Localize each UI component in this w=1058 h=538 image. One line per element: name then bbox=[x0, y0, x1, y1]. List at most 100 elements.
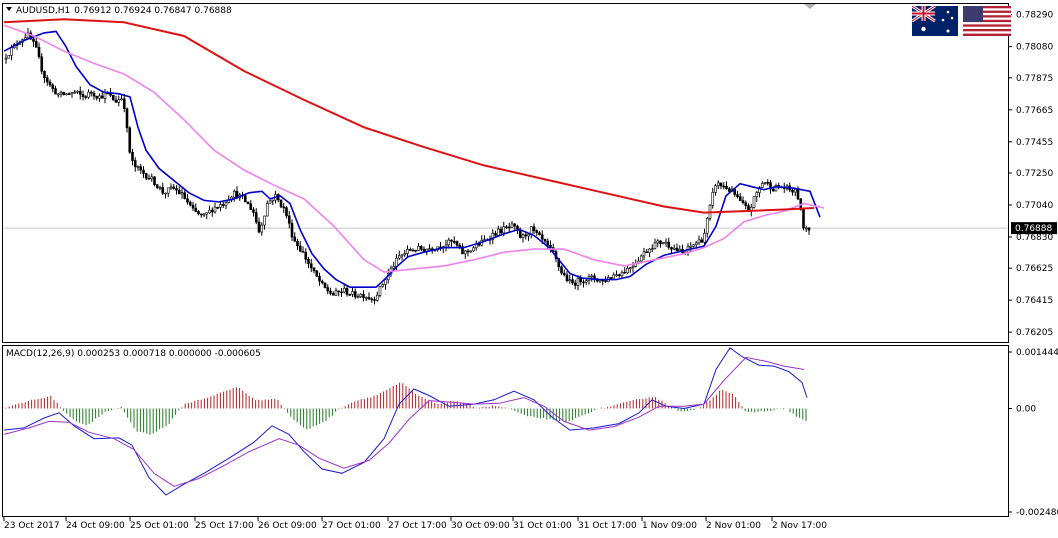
candle bbox=[326, 284, 330, 295]
candle bbox=[524, 231, 528, 240]
signal-line bbox=[3, 356, 805, 487]
candle bbox=[78, 86, 82, 100]
price-axis-label: 0.76830 bbox=[1016, 233, 1053, 243]
candle bbox=[466, 248, 470, 257]
candle bbox=[692, 244, 695, 248]
candle bbox=[70, 92, 74, 98]
price-axis-label: 0.77040 bbox=[1016, 201, 1053, 211]
candle bbox=[560, 265, 563, 275]
candle bbox=[301, 246, 305, 253]
current-price-label: 0.76888 bbox=[1015, 224, 1052, 234]
candle bbox=[650, 244, 654, 253]
candle bbox=[494, 230, 497, 237]
candle bbox=[95, 95, 99, 101]
candle bbox=[304, 248, 308, 264]
price-chart-title: AUDUSD,H1 0.76912 0.76924 0.76847 0.76888 bbox=[16, 6, 232, 16]
candle bbox=[645, 248, 649, 254]
candle bbox=[285, 205, 288, 219]
currency-flags bbox=[912, 6, 1011, 36]
candle bbox=[667, 237, 671, 250]
candle bbox=[381, 283, 385, 288]
candle bbox=[689, 242, 693, 252]
candle bbox=[337, 290, 341, 297]
candle bbox=[403, 249, 407, 257]
candle bbox=[125, 107, 129, 133]
candle bbox=[697, 235, 701, 246]
candle bbox=[120, 95, 123, 101]
candle bbox=[725, 181, 728, 190]
ohlc-values: 0.76912 0.76924 0.76847 0.76888 bbox=[74, 6, 232, 16]
candle bbox=[397, 250, 401, 261]
price-axis-label: 0.76205 bbox=[1016, 328, 1053, 338]
symbol-title: AUDUSD,H1 bbox=[16, 6, 70, 16]
candle bbox=[334, 287, 338, 296]
time-axis-label: 31 Oct 17:00 bbox=[578, 521, 637, 531]
candle bbox=[408, 247, 412, 252]
candle bbox=[617, 273, 621, 278]
candle bbox=[87, 89, 90, 99]
candle bbox=[562, 269, 566, 277]
price-plot-area[interactable] bbox=[3, 18, 1007, 305]
candle bbox=[40, 53, 44, 75]
price-axis-label: 0.76625 bbox=[1016, 264, 1053, 274]
candle bbox=[364, 296, 368, 302]
candle bbox=[760, 181, 764, 188]
time-axis-label: 26 Oct 09:00 bbox=[258, 521, 317, 531]
candle bbox=[653, 238, 657, 250]
candle bbox=[81, 90, 85, 101]
candle bbox=[224, 200, 228, 210]
candle bbox=[296, 238, 299, 250]
candle bbox=[623, 267, 627, 274]
candle bbox=[716, 180, 720, 190]
candle bbox=[411, 248, 415, 252]
macd-line bbox=[3, 347, 808, 496]
candle bbox=[590, 274, 594, 282]
candle bbox=[538, 230, 541, 236]
candle bbox=[422, 246, 426, 252]
candle bbox=[378, 285, 382, 298]
macd-title: MACD(12,26,9) 0.000253 0.000718 0.000000… bbox=[6, 349, 261, 359]
chart-shift-marker-icon[interactable] bbox=[804, 4, 816, 9]
macd-plot-area[interactable] bbox=[3, 347, 808, 496]
candle bbox=[175, 185, 178, 195]
candle bbox=[703, 228, 706, 245]
candle bbox=[711, 187, 715, 209]
candle bbox=[741, 196, 745, 205]
candle bbox=[158, 185, 162, 191]
candle bbox=[67, 92, 71, 96]
candle bbox=[254, 208, 258, 225]
candle bbox=[807, 227, 811, 235]
candle bbox=[359, 293, 363, 298]
candle bbox=[612, 272, 616, 279]
candle bbox=[282, 202, 286, 213]
candle bbox=[111, 94, 115, 101]
candle bbox=[469, 250, 473, 253]
current-price-badge: 0.76888 bbox=[1011, 222, 1057, 235]
candle bbox=[452, 236, 456, 245]
candle bbox=[505, 225, 508, 230]
candle bbox=[661, 242, 665, 245]
candle bbox=[659, 240, 662, 248]
candle bbox=[400, 254, 404, 261]
candle bbox=[309, 258, 313, 273]
symbol-dropdown-icon[interactable] bbox=[6, 7, 12, 11]
candle bbox=[678, 245, 682, 251]
candle bbox=[219, 200, 222, 212]
candle bbox=[373, 296, 376, 305]
candle bbox=[287, 210, 291, 229]
candle bbox=[45, 74, 49, 86]
candle bbox=[150, 173, 154, 182]
candle bbox=[136, 165, 140, 171]
candle bbox=[450, 239, 453, 247]
time-axis-label: 2 Nov 01:00 bbox=[706, 521, 761, 531]
candle bbox=[265, 200, 269, 217]
candle bbox=[714, 183, 717, 196]
candle bbox=[260, 222, 264, 236]
candle bbox=[331, 291, 335, 296]
candle bbox=[4, 53, 8, 64]
macd-axis-label: 0.00 bbox=[1016, 404, 1036, 414]
candle bbox=[144, 172, 148, 181]
candle bbox=[461, 243, 464, 255]
time-axis-label: 31 Oct 01:00 bbox=[513, 521, 572, 531]
candle bbox=[340, 288, 343, 297]
